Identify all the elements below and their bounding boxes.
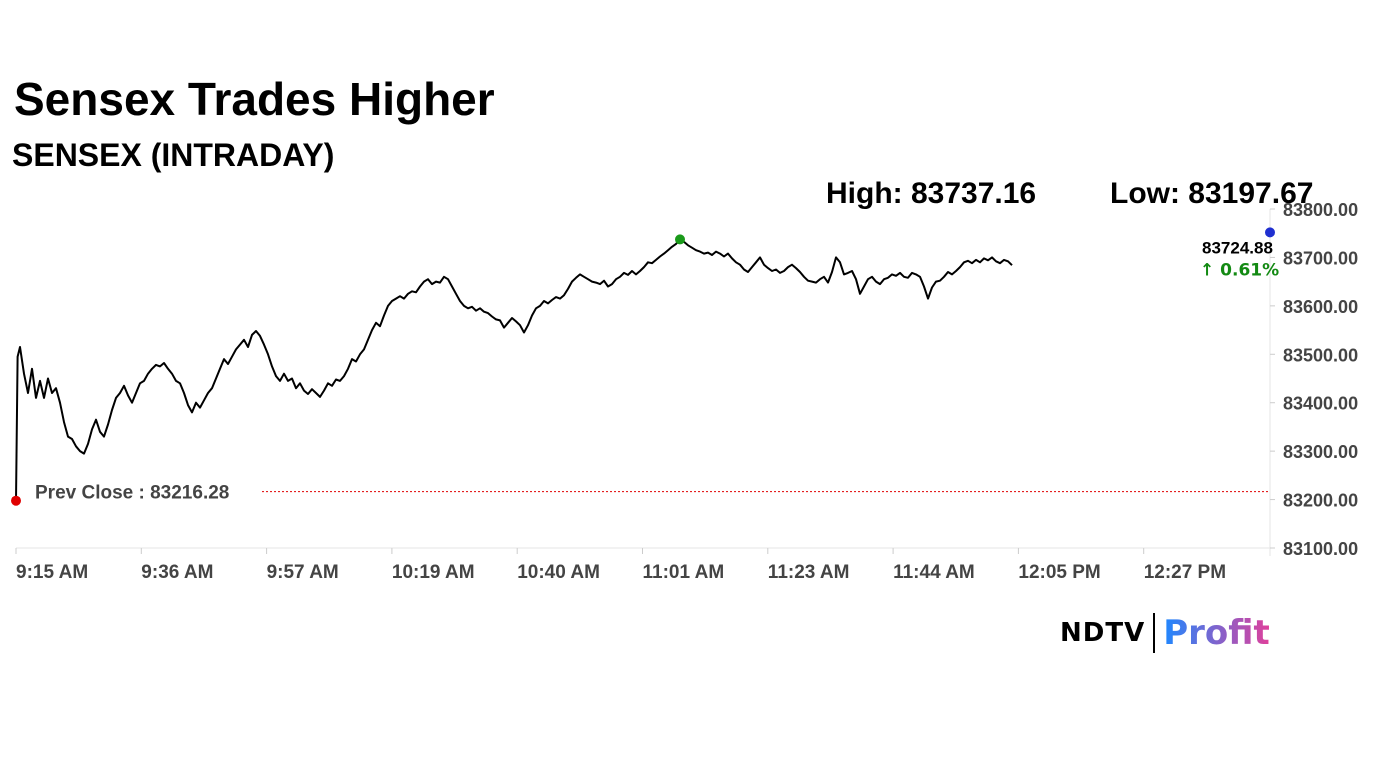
profit-wordmark: Profit [1163, 613, 1270, 653]
sensex-price-line [15, 238, 1013, 501]
high-marker [675, 234, 685, 245]
x-tick-label: 10:19 AM [392, 562, 475, 583]
x-tick-label: 11:23 AM [768, 562, 850, 583]
high-stat: High: 83737.16 [826, 177, 1037, 210]
chart-subtitle: SENSEX (INTRADAY) [12, 137, 335, 173]
x-tick-label: 9:36 AM [141, 562, 213, 583]
ndtv-wordmark: NDTV [1060, 618, 1146, 648]
low-stat: Low: 83197.67 [1110, 177, 1314, 210]
last-change-label: ↑ 0.61% [1200, 260, 1279, 280]
x-tick-label: 11:01 AM [643, 562, 725, 583]
y-tick-label: 83300.00 [1283, 442, 1358, 462]
y-tick-label: 83600.00 [1283, 297, 1358, 317]
y-tick-label: 83200.00 [1283, 491, 1358, 511]
last-value-label: 83724.88 [1202, 238, 1273, 257]
y-tick-label: 83100.00 [1283, 539, 1358, 559]
ndtv-profit-logo: NDTV Profit [1060, 610, 1270, 656]
y-tick-label: 83500.00 [1283, 345, 1358, 365]
x-tick-label: 11:44 AM [893, 562, 975, 583]
prev-close-label: Prev Close : 83216.28 [35, 483, 229, 504]
x-tick-label: 10:40 AM [517, 562, 600, 583]
x-tick-label: 9:15 AM [16, 562, 88, 583]
y-tick-label: 83400.00 [1283, 394, 1358, 414]
y-tick-label: 83700.00 [1283, 248, 1358, 268]
chart-headline: Sensex Trades Higher [14, 73, 495, 125]
x-tick-label: 9:57 AM [267, 562, 339, 583]
y-tick-label: 83800.00 [1283, 200, 1358, 220]
logo-divider [1153, 613, 1156, 653]
x-tick-label: 12:05 PM [1018, 562, 1100, 583]
x-tick-label: 12:27 PM [1144, 562, 1226, 583]
last-price-marker [1265, 227, 1275, 238]
low-marker [11, 495, 21, 506]
